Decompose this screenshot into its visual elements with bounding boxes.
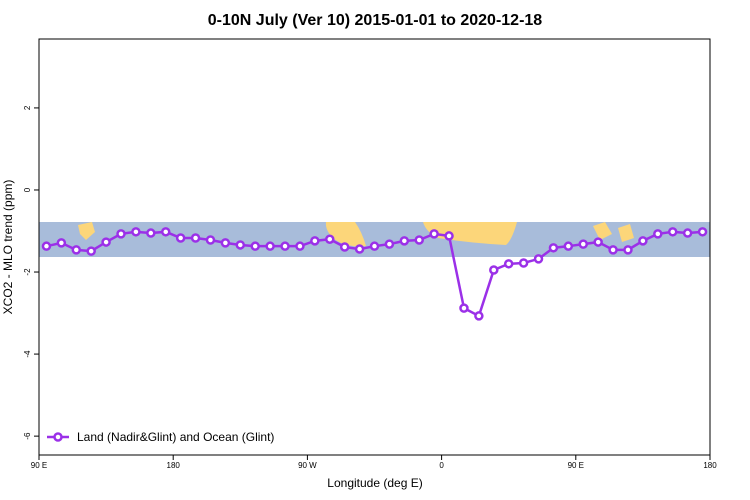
point: [160, 227, 171, 237]
point: [235, 240, 246, 250]
point: [399, 236, 410, 246]
point: [116, 229, 126, 239]
land: [325, 222, 366, 247]
point: [682, 228, 693, 238]
land: [593, 222, 634, 242]
point: [518, 258, 529, 268]
plot-frame: [38, 38, 711, 456]
point: [175, 233, 186, 243]
y-tick-label: -6: [23, 432, 32, 440]
point: [325, 234, 335, 244]
legend-label: Land (Nadir&Glint) and Ocean (Glint): [77, 430, 274, 444]
x-tick-label: 90 E: [568, 461, 584, 470]
point: [369, 241, 380, 251]
point: [280, 241, 290, 251]
y-tick-label: 0: [23, 187, 32, 192]
point: [593, 237, 603, 247]
y-tick-label: -2: [23, 268, 32, 276]
point: [533, 254, 544, 264]
point: [56, 238, 67, 248]
point: [250, 241, 260, 251]
point: [190, 233, 201, 243]
x-tick-label: 180: [167, 461, 181, 470]
point: [86, 246, 96, 256]
point: [638, 236, 648, 246]
point: [563, 241, 574, 251]
y-tick-label: -4: [23, 350, 32, 358]
point: [578, 239, 589, 249]
point: [205, 235, 216, 245]
point: [41, 241, 52, 251]
x-tick-label: 0: [439, 461, 444, 470]
point: [444, 231, 454, 241]
land: [78, 222, 95, 240]
point: [265, 241, 275, 251]
point: [414, 235, 424, 245]
point: [474, 311, 484, 321]
point: [295, 241, 305, 251]
point: [548, 243, 559, 253]
y-tick-label: 2: [23, 105, 32, 110]
x-tick-label: 180: [703, 461, 717, 470]
chart-title: 0-10N July (Ver 10) 2015-01-01 to 2020-1…: [208, 12, 543, 29]
point: [653, 229, 663, 239]
x-tick-label: 90 E: [31, 461, 47, 470]
point: [503, 259, 514, 269]
point: [697, 227, 708, 237]
point: [384, 239, 395, 249]
point: [667, 227, 678, 237]
point: [220, 238, 231, 248]
point: [608, 245, 618, 255]
legend-marker: [53, 432, 63, 442]
point: [459, 303, 469, 313]
x-tick-label: 90 W: [298, 461, 317, 470]
point: [339, 242, 350, 252]
y-axis-label: XCO2 - MLO trend (ppm): [1, 180, 15, 315]
point: [131, 227, 141, 237]
point: [71, 245, 82, 255]
point: [310, 236, 320, 246]
point: [429, 229, 439, 239]
point: [146, 228, 156, 238]
point: [623, 245, 633, 255]
point: [489, 265, 499, 275]
point: [101, 237, 111, 247]
point: [354, 244, 365, 254]
x-axis-label: Longitude (deg E): [327, 476, 422, 490]
